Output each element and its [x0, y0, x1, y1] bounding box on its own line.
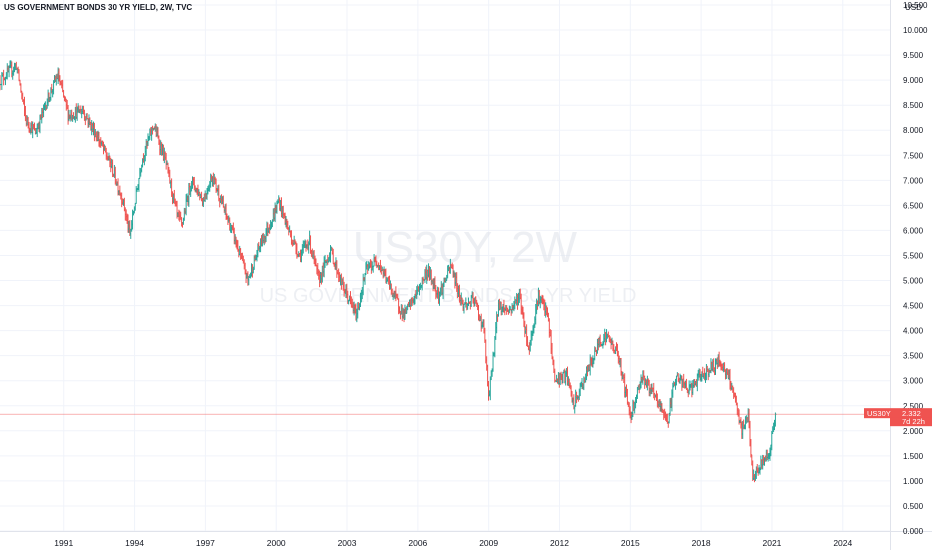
x-tick-label: 2015 — [621, 538, 640, 548]
x-tick-label: 2024 — [833, 538, 852, 548]
y-tick-label: 8.000 — [903, 126, 924, 135]
x-tick-label: 1997 — [196, 538, 215, 548]
y-tick-label: 2.500 — [903, 402, 924, 411]
x-tick-label: 2021 — [763, 538, 782, 548]
y-tick-label: 9.500 — [903, 51, 924, 60]
x-tick-label: 2003 — [338, 538, 357, 548]
currency-label: USD — [905, 3, 922, 12]
y-tick-label: 5.000 — [903, 277, 924, 286]
watermark-description: US GOVERNMENT BONDS 30 YR YIELD — [260, 285, 637, 307]
x-tick-label: 2006 — [408, 538, 427, 548]
price-tag-symbol-box — [864, 408, 932, 419]
y-tick-label: 6.500 — [903, 201, 924, 210]
price-tag-symbol: US30Y — [867, 409, 891, 418]
y-tick-label: 4.500 — [903, 302, 924, 311]
y-tick-label: 5.500 — [903, 251, 924, 260]
x-tick-label: 2009 — [479, 538, 498, 548]
x-tick-label: 2018 — [692, 538, 711, 548]
y-tick-label: 3.000 — [903, 377, 924, 386]
y-tick-label: 8.500 — [903, 101, 924, 110]
y-tick-label: 1.000 — [903, 477, 924, 486]
y-tick-label: 2.000 — [903, 427, 924, 436]
price-tag-countdown: 7d 22h — [902, 417, 925, 426]
candles-layer — [0, 60, 777, 483]
y-tick-label: 0.500 — [903, 502, 924, 511]
y-tick-label: 4.000 — [903, 327, 924, 336]
x-tick-label: 1994 — [125, 538, 144, 548]
y-tick-label: 10.000 — [903, 26, 928, 35]
x-tick-label: 2012 — [550, 538, 569, 548]
x-tick-label: 1991 — [54, 538, 73, 548]
chart-title: US GOVERNMENT BONDS 30 YR YIELD, 2W, TVC — [4, 3, 192, 12]
y-tick-label: 6.000 — [903, 226, 924, 235]
y-tick-label: 3.500 — [903, 352, 924, 361]
price-tag: US30Y 2.332 7d 22h — [864, 408, 932, 427]
price-tag-countdown-box — [890, 417, 932, 427]
y-axis[interactable]: 0.000 0.500 1.000 1.500 2.000 2.500 3.000 3.500… — [903, 1, 928, 536]
y-tick-label: 10.500 — [903, 1, 928, 10]
y-tick-label: 1.500 — [903, 452, 924, 461]
price-tag-value: 2.332 — [902, 409, 921, 418]
chart-grid — [0, 0, 890, 532]
x-tick-label: 2000 — [267, 538, 286, 548]
watermark-symbol: US30Y, 2W — [353, 223, 578, 272]
y-tick-label: 7.000 — [903, 176, 924, 185]
x-axis[interactable]: 1991 1994 1997 2000 2003 2006 2009 2012 2015 2018… — [54, 538, 852, 548]
y-tick-label: 7.500 — [903, 151, 924, 160]
y-tick-label: 9.000 — [903, 76, 924, 85]
y-tick-label: 0.000 — [903, 527, 924, 536]
